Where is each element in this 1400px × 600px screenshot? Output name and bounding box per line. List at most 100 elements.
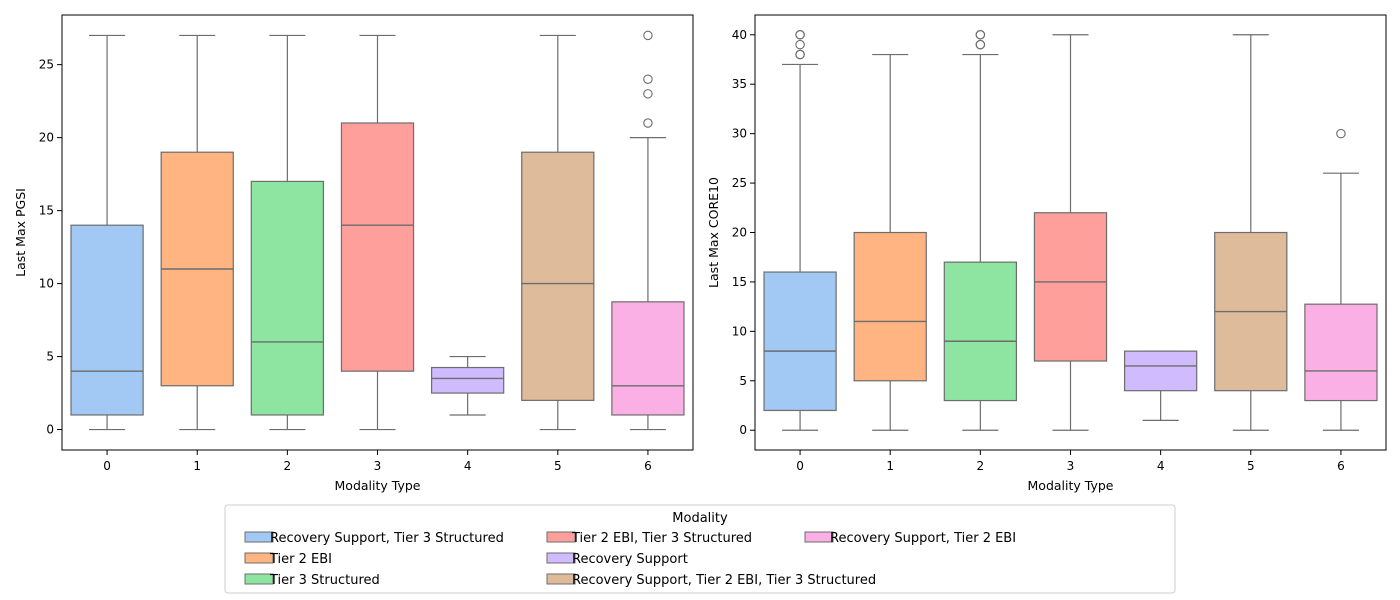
legend-label: Recovery Support, Tier 2 EBI, Tier 3 Str…: [572, 573, 876, 588]
outlier-point: [643, 118, 653, 128]
core10-y-tick-label: 15: [732, 275, 747, 289]
legend-item: Recovery Support, Tier 2 EBI, Tier 3 Str…: [546, 573, 876, 588]
pgsi-box-1: [160, 34, 234, 431]
pgsi-box-5: [521, 34, 595, 431]
pgsi-x-tick-label: 5: [554, 459, 562, 473]
legend-item: Tier 2 EBI: [244, 552, 332, 567]
legend-item: Tier 3 Structured: [244, 573, 380, 588]
pgsi-y-tick-label: 15: [39, 204, 54, 218]
legend-title: Modality: [672, 511, 728, 526]
pgsi-box-0: [70, 34, 144, 431]
pgsi-x-tick-label: 2: [284, 459, 292, 473]
pgsi-x-tick-label: 1: [193, 459, 201, 473]
outlier-point: [1336, 128, 1346, 139]
legend-items: Recovery Support, Tier 3 Structured Tier …: [244, 531, 1016, 588]
core10-y-tick-label: 30: [732, 127, 747, 141]
pgsi-x-ticks: 0 1 2 3 4 5 6: [103, 450, 652, 473]
core10-boxes: [763, 30, 1378, 431]
pgsi-y-axis-label: Last Max PGSI: [13, 188, 28, 277]
iqr-box: [1304, 303, 1378, 402]
legend-item: Recovery Support, Tier 2 EBI: [804, 531, 1016, 546]
legend-swatch: [546, 573, 576, 585]
core10-x-tick-label: 2: [977, 459, 985, 473]
legend-swatch: [546, 531, 576, 543]
pgsi-y-tick-label: 20: [39, 131, 54, 145]
legend-label: Recovery Support, Tier 2 EBI: [830, 531, 1016, 546]
core10-x-axis-label: Modality Type: [1028, 478, 1114, 493]
legend: Modality Recovery Support, Tier 3 Struct…: [224, 504, 1176, 594]
outlier-point: [643, 30, 653, 41]
outlier-point: [795, 49, 805, 60]
legend-item: Recovery Support: [546, 552, 688, 567]
iqr-box: [340, 122, 415, 372]
legend-label: Recovery Support: [572, 552, 688, 567]
outlier-point: [975, 30, 986, 40]
core10-x-tick-label: 1: [886, 459, 894, 473]
pgsi-boxplot: 0 5 10 15 20 25 0 1 2 3 4 5 6 Modality Type Last Ma…: [13, 14, 694, 493]
legend-frame: [224, 504, 1176, 594]
iqr-box: [943, 261, 1018, 402]
legend-swatch: [244, 531, 274, 543]
legend-swatch: [244, 552, 274, 564]
legend-swatch: [244, 573, 274, 585]
core10-boxplot: 0 5 10 15 20 25 30 35 40 0 1 2 3 4 5 6 Modality Type L…: [706, 14, 1387, 493]
pgsi-box-3: [340, 34, 415, 431]
core10-x-tick-label: 0: [796, 459, 804, 473]
core10-y-tick-label: 40: [732, 28, 747, 42]
core10-box-6: [1304, 128, 1378, 431]
core10-x-ticks: 0 1 2 3 4 5 6: [796, 450, 1345, 473]
iqr-box: [1033, 212, 1108, 362]
outlier-point: [795, 30, 805, 40]
core10-x-tick-label: 5: [1247, 459, 1255, 473]
core10-y-tick-label: 35: [732, 77, 747, 91]
pgsi-box-6: [611, 30, 685, 431]
pgsi-y-tick-label: 10: [39, 277, 54, 291]
legend-label: Tier 2 EBI, Tier 3 Structured: [571, 531, 752, 546]
outlier-point: [643, 74, 653, 84]
core10-box-3: [1033, 34, 1108, 431]
iqr-box: [853, 231, 927, 382]
core10-y-tick-label: 25: [732, 176, 747, 190]
core10-x-tick-label: 4: [1157, 459, 1165, 473]
core10-x-tick-label: 3: [1067, 459, 1075, 473]
iqr-box: [430, 366, 505, 394]
pgsi-x-tick-label: 6: [644, 459, 652, 473]
pgsi-y-tick-label: 5: [46, 350, 54, 364]
outlier-point: [975, 39, 986, 50]
pgsi-box-2: [250, 34, 325, 431]
legend-item: Tier 2 EBI, Tier 3 Structured: [546, 531, 752, 546]
iqr-box: [70, 224, 144, 416]
legend-label: Recovery Support, Tier 3 Structured: [270, 531, 504, 546]
pgsi-x-axis-label: Modality Type: [335, 478, 421, 493]
pgsi-boxes: [70, 30, 685, 431]
iqr-box: [611, 301, 685, 416]
core10-y-tick-label: 0: [739, 423, 747, 437]
iqr-box: [763, 271, 837, 412]
core10-box-5: [1214, 34, 1288, 431]
core10-y-axis-label: Last Max CORE10: [706, 177, 721, 288]
pgsi-y-tick-label: 0: [46, 423, 54, 437]
core10-y-ticks: 0 5 10 15 20 25 30 35 40: [732, 28, 755, 437]
legend-item: Recovery Support, Tier 3 Structured: [244, 531, 504, 546]
pgsi-x-tick-label: 4: [464, 459, 472, 473]
core10-box-2: [943, 30, 1018, 431]
legend-swatch: [546, 552, 576, 564]
pgsi-x-tick-label: 3: [374, 459, 382, 473]
pgsi-x-tick-label: 0: [103, 459, 111, 473]
legend-swatch: [804, 531, 834, 543]
pgsi-y-ticks: 0 5 10 15 20 25: [39, 58, 62, 437]
iqr-box: [250, 180, 325, 416]
core10-x-tick-label: 6: [1337, 459, 1345, 473]
core10-box-1: [853, 53, 927, 431]
legend-label: Tier 3 Structured: [269, 573, 380, 588]
outlier-point: [643, 89, 653, 99]
pgsi-box-4: [430, 355, 505, 416]
core10-y-tick-label: 5: [739, 374, 747, 388]
legend-label: Tier 2 EBI: [269, 552, 332, 567]
iqr-box: [521, 151, 595, 401]
core10-y-tick-label: 10: [732, 324, 747, 338]
core10-box-0: [763, 30, 837, 431]
outlier-point: [795, 39, 805, 50]
pgsi-y-tick-label: 25: [39, 58, 54, 72]
